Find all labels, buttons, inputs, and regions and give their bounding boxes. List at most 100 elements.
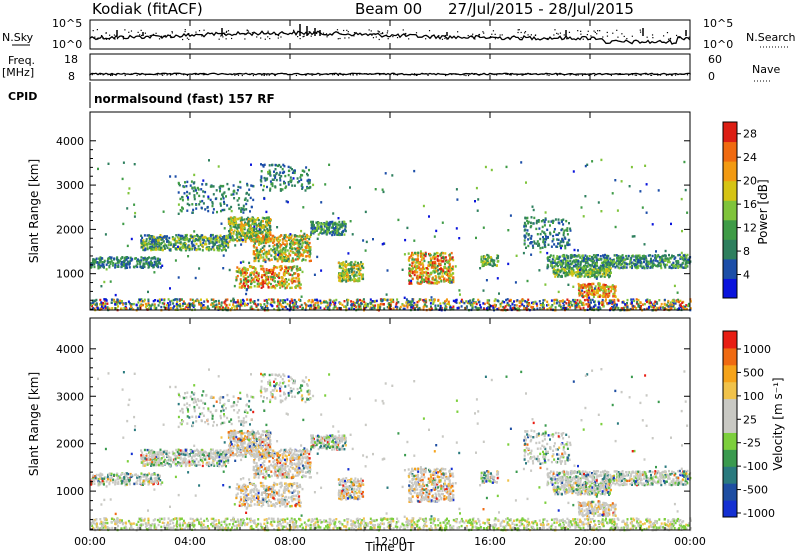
power-cell [259, 248, 262, 251]
power-cell [218, 244, 221, 247]
power-cell [437, 281, 440, 284]
power-cell [228, 207, 231, 211]
power-cell [261, 164, 264, 167]
power-cell [155, 248, 158, 251]
power-cell [561, 275, 563, 278]
power-cell [250, 280, 253, 283]
power-cell [271, 273, 273, 276]
power-cell [422, 252, 424, 255]
power-cell [445, 272, 448, 276]
power-cell [429, 261, 432, 265]
power-cell [332, 225, 334, 228]
power-cell [243, 208, 246, 212]
strip-dot [93, 37, 95, 39]
power-cell [552, 269, 555, 272]
power-cell [337, 229, 340, 232]
power-cell [184, 246, 187, 249]
power-cell [630, 298, 633, 301]
power-cell [140, 259, 143, 262]
power-cell [351, 278, 354, 281]
power-cell [582, 306, 585, 310]
power-cell [308, 241, 311, 245]
power-cell [582, 286, 585, 289]
power-cell [266, 227, 269, 231]
power-cell [278, 163, 281, 167]
power-cell [279, 188, 282, 191]
power-cell [672, 266, 675, 269]
strip-dot [493, 73, 495, 76]
power-cell [222, 240, 225, 244]
power-cell [633, 262, 636, 266]
power-cell [420, 268, 423, 271]
power-cell [448, 276, 450, 279]
power-cell [448, 270, 451, 274]
power-cell [480, 260, 483, 264]
power-cell [390, 307, 393, 311]
strip-dot [628, 74, 630, 76]
power-cell [255, 223, 258, 227]
power-cell [431, 277, 434, 280]
power-cell [591, 269, 594, 272]
power-cell [543, 244, 546, 247]
power-cell [639, 261, 642, 264]
power-cell [188, 245, 191, 248]
power-cell [338, 276, 341, 279]
power-cell [313, 223, 315, 227]
power-cell [614, 266, 617, 269]
power-cell [175, 298, 178, 301]
power-cell [490, 256, 492, 259]
power-cell [179, 234, 182, 237]
power-cell [261, 216, 264, 220]
power-cell [604, 299, 607, 303]
strip-dot [416, 74, 418, 76]
power-cell [304, 258, 307, 262]
power-cell [240, 216, 243, 219]
power-cell [337, 274, 340, 277]
power-cell [496, 260, 499, 263]
power-cell [130, 257, 133, 261]
power-cell [604, 291, 607, 294]
power-cell [588, 284, 591, 288]
power-cell [605, 264, 607, 267]
power-cell [245, 208, 248, 211]
power-cell [132, 308, 135, 311]
power-cell [681, 261, 684, 265]
power-cell [316, 227, 318, 230]
power-cell [115, 257, 118, 261]
power-cell [558, 242, 561, 245]
power-cell [236, 307, 239, 310]
power-cell [656, 260, 659, 263]
strip-dot [379, 73, 381, 75]
power-cell [211, 240, 214, 244]
power-cell [255, 234, 258, 237]
power-cell [565, 256, 568, 259]
power-cell [373, 306, 376, 310]
power-cell [609, 269, 612, 272]
power-cell [565, 273, 568, 276]
power-cell [257, 218, 260, 222]
power-cell [551, 266, 554, 269]
power-cell [307, 243, 310, 247]
power-cell [245, 202, 248, 206]
power-cell [291, 281, 294, 285]
power-cell [624, 262, 627, 266]
power-cell [283, 278, 286, 282]
power-cell [282, 280, 285, 283]
power-cell [361, 264, 363, 268]
power-cell [291, 168, 293, 171]
power-cell [441, 260, 444, 263]
power-cell [300, 253, 303, 256]
power-cell [262, 220, 264, 223]
power-cell [537, 219, 540, 222]
power-cell [584, 254, 587, 257]
strip-dot [415, 32, 418, 34]
strip-dot [546, 37, 548, 40]
power-cell [253, 270, 256, 274]
power-cell [646, 266, 649, 269]
strip-dot [343, 29, 345, 32]
power-cell [203, 239, 206, 242]
power-cell [319, 231, 322, 235]
power-cell [311, 228, 314, 231]
strip-dot [204, 73, 206, 76]
power-cell [310, 227, 313, 230]
